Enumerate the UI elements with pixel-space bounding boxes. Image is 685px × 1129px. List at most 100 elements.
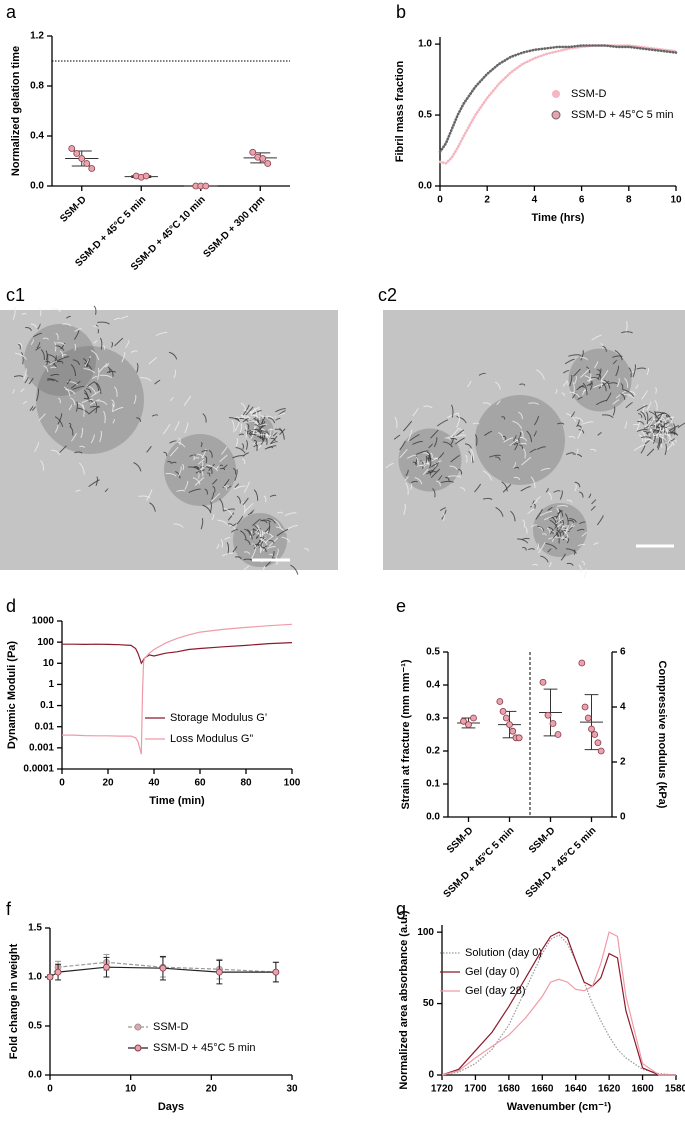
fibril	[579, 491, 584, 498]
fibril	[591, 334, 602, 341]
fibril	[74, 451, 83, 454]
fibril	[98, 363, 108, 373]
fibril	[520, 442, 527, 445]
x-axis-label: Days	[158, 1101, 184, 1113]
fibril	[80, 427, 84, 439]
fibril	[414, 455, 418, 465]
fibril	[261, 424, 267, 429]
fibril	[647, 418, 655, 429]
data-point	[68, 145, 76, 152]
fibril	[578, 429, 585, 434]
fibril	[521, 456, 532, 466]
series-line	[441, 934, 677, 1076]
fibril	[641, 430, 646, 443]
fibril	[96, 382, 102, 394]
fibril	[215, 464, 220, 470]
data-point	[554, 731, 562, 738]
fibril	[245, 439, 248, 450]
fibril	[625, 320, 628, 335]
fibril	[670, 415, 673, 424]
legend-label: Storage Modulus G’	[170, 712, 267, 724]
fibril	[403, 420, 413, 432]
fibril	[244, 528, 251, 536]
panel-label: g	[396, 899, 406, 919]
fibril	[530, 476, 536, 488]
fibril	[533, 503, 536, 509]
fibril	[274, 428, 284, 433]
fibril	[566, 538, 570, 544]
fibril	[660, 423, 666, 431]
fibril	[597, 368, 602, 380]
fibril	[439, 507, 447, 512]
fibril	[277, 511, 283, 514]
fibril	[565, 380, 569, 386]
x-axis-label: Time (min)	[149, 795, 205, 807]
fibril	[84, 392, 91, 402]
fibril	[85, 388, 92, 393]
fibril	[290, 564, 299, 575]
fibril	[569, 391, 580, 398]
data-point	[460, 717, 467, 725]
fibril	[13, 375, 24, 378]
x-tick-label: SSM-D	[527, 825, 558, 856]
y-tick-label: 10	[43, 658, 55, 669]
fibril	[574, 481, 581, 488]
fibril	[495, 456, 501, 461]
fibril	[576, 384, 584, 391]
data-point	[597, 747, 605, 755]
fibril	[482, 402, 492, 406]
fibril	[556, 504, 569, 508]
fibril	[75, 489, 81, 493]
fibril	[570, 411, 575, 418]
fibril	[414, 476, 423, 485]
x-tick-label: SSM-D	[445, 825, 476, 856]
fibril	[616, 377, 620, 388]
fibril	[224, 537, 231, 540]
data-point	[578, 659, 586, 667]
fibril	[170, 461, 177, 464]
data-point	[83, 160, 91, 167]
fibril	[178, 466, 182, 477]
fibril	[665, 423, 670, 428]
fibril	[112, 418, 115, 424]
fibril	[612, 406, 616, 416]
fibril	[125, 340, 130, 349]
fibril	[436, 419, 449, 427]
fibril	[93, 305, 97, 315]
data-point	[502, 714, 510, 722]
fibril	[262, 545, 268, 549]
y-tick-label: 0.4	[30, 131, 44, 142]
fibril	[46, 379, 55, 382]
series-line	[441, 931, 676, 1076]
fibril	[565, 548, 577, 554]
fibril	[40, 349, 45, 361]
fibril	[385, 462, 394, 469]
fibril	[426, 451, 431, 458]
fibril	[452, 434, 466, 439]
x-tick-label: 1600	[631, 1084, 654, 1095]
fibril	[169, 397, 174, 402]
stain	[475, 395, 565, 485]
fibril	[246, 423, 250, 430]
fibril	[266, 546, 276, 549]
fibril	[535, 496, 542, 501]
fibril	[555, 509, 561, 519]
fibril	[442, 512, 445, 522]
fibril	[547, 492, 552, 500]
fibril	[228, 417, 241, 423]
fibril	[561, 392, 565, 397]
fibril	[111, 403, 114, 412]
fibril	[646, 448, 655, 457]
fibril	[579, 521, 586, 525]
x-axis-label: Wavenumber (cm⁻¹)	[507, 1101, 612, 1113]
data-point	[588, 725, 595, 733]
fibril	[62, 323, 72, 327]
fibril	[623, 394, 634, 399]
fibril	[93, 339, 98, 344]
fibril	[192, 477, 201, 485]
x-tick-label: 0	[59, 778, 65, 789]
fibril	[242, 501, 246, 514]
fibril	[198, 469, 205, 474]
fibril	[136, 417, 142, 422]
fibril	[90, 349, 100, 361]
